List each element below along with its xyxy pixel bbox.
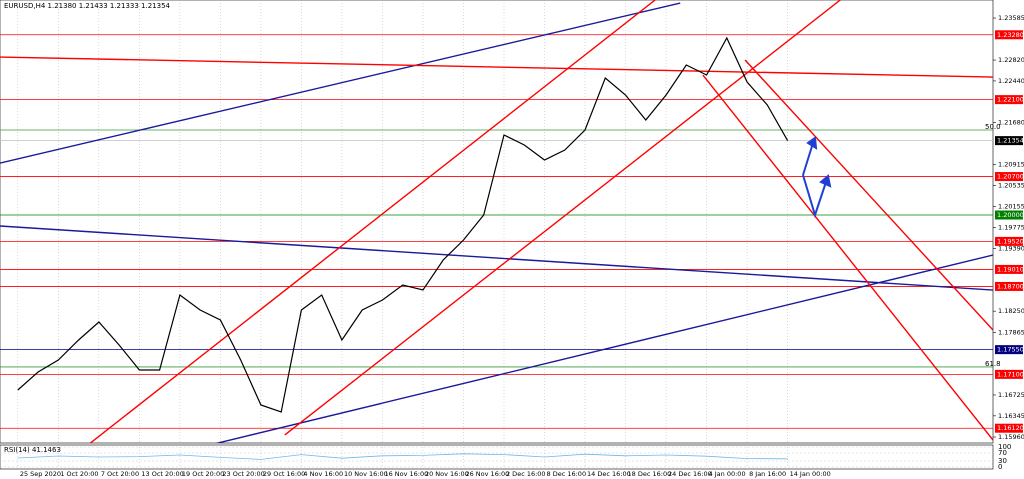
y-tick-label: 1.18250: [998, 307, 1024, 315]
level-label: 1.18700: [997, 282, 1024, 290]
trend-line: [744, 59, 993, 331]
rsi-frame: [0, 444, 994, 470]
level-label: 1.22100: [997, 96, 1024, 104]
x-tick-label: 13 Oct 20:00: [141, 470, 183, 478]
y-tick-label: 1.20535: [998, 182, 1024, 190]
level-tag: [995, 264, 1023, 274]
level-tag: [995, 136, 1023, 146]
x-tick-label: 19 Oct 20:00: [182, 470, 224, 478]
level-tag: [995, 30, 1023, 40]
arrow-head: [819, 174, 832, 188]
level-label: 1.23280: [997, 31, 1024, 39]
level-label: 1.17100: [997, 370, 1024, 378]
levels: 1.23280 1.22100 1.21354 1.20700 1.20000 1.195…: [0, 30, 1024, 433]
x-tick-label: 26 Nov 16:00: [465, 470, 509, 478]
level-label: 1.20700: [997, 173, 1024, 181]
trend-line: [89, 0, 656, 443]
rsi-tick-label: 30: [998, 457, 1007, 465]
trend-line: [702, 74, 993, 441]
y-tick-label: 1.17865: [998, 328, 1024, 336]
x-tick-label: 10 Nov 16:00: [344, 470, 388, 478]
trend-line: [0, 2, 681, 164]
level-label: 1.19010: [997, 265, 1024, 273]
level-tag: [995, 423, 1023, 433]
x-tick-label: 2 Dec 16:00: [506, 470, 546, 478]
level-label: 1.16120: [997, 424, 1024, 432]
x-tick-label: 25 Sep 2020: [20, 470, 61, 478]
x-tick-label: 8 Dec 16:00: [547, 470, 587, 478]
x-tick-label: 4 Jan 00:00: [709, 470, 746, 478]
level-label: 1.17550: [997, 346, 1024, 354]
x-tick-label: 24 Dec 16:00: [668, 470, 712, 478]
y-tick-label: 1.23585: [998, 14, 1024, 22]
trend-lines: [0, 0, 993, 443]
rsi-tick-label: 100: [998, 443, 1011, 451]
price-series: [17, 36, 789, 413]
arrows: [802, 136, 832, 219]
x-tick-label: 4 Nov 16:00: [303, 470, 343, 478]
x-tick-label: 8 Jan 16:00: [749, 470, 786, 478]
x-tick-label: 16 Nov 16:00: [384, 470, 428, 478]
axes: 25 Sep 2020 1 Oct 20:00 7 Oct 20:00 13 Oct …: [20, 14, 1024, 478]
y-tick-label: 1.22820: [998, 56, 1024, 64]
trend-line: [0, 56, 993, 78]
y-tick-label: 1.19390: [998, 245, 1024, 253]
y-tick-label: 1.16725: [998, 391, 1024, 399]
x-tick-label: 29 Oct 16:00: [263, 470, 305, 478]
level-tag: [995, 95, 1023, 105]
x-tick-label: 18 Dec 16:00: [628, 470, 672, 478]
y-tick-label: 1.15960: [998, 433, 1024, 441]
trend-line: [215, 254, 993, 443]
y-tick-label: 1.21680: [998, 119, 1024, 127]
arrow-head: [806, 136, 818, 150]
rsi-label: RSI(14) 41.1463: [4, 446, 61, 454]
x-tick-label: 23 Oct 20:00: [222, 470, 264, 478]
fibo-label: 61.8: [985, 360, 1001, 368]
y-tick-label: 1.20155: [998, 202, 1024, 210]
x-tick-label: 14 Jan 00:00: [790, 470, 831, 478]
trend-line: [0, 225, 993, 291]
level-tag: [995, 369, 1023, 379]
price-line: [17, 36, 789, 413]
arrow: [802, 142, 814, 176]
y-tick-label: 1.20915: [998, 161, 1024, 169]
y-tick-label: 1.22440: [998, 77, 1024, 85]
y-tick-label: 1.19775: [998, 223, 1024, 231]
level-tag: [995, 345, 1023, 355]
x-tick-label: 20 Nov 16:00: [425, 470, 469, 478]
chart-title: EURUSD,H4 1.21380 1.21433 1.21333 1.2135…: [4, 2, 171, 10]
rsi-tick-label: 0: [998, 463, 1002, 471]
x-tick-label: 1 Oct 20:00: [60, 470, 98, 478]
x-tick-label: 7 Oct 20:00: [101, 470, 139, 478]
level-tag: [995, 236, 1023, 246]
level-tag: [995, 281, 1023, 291]
y-tick-label: 1.16345: [998, 412, 1024, 420]
fibo-label: 50.0: [985, 123, 1001, 131]
arrow: [802, 174, 827, 219]
level-label: 1.19520: [997, 237, 1024, 245]
level-tag: [995, 172, 1023, 182]
level-label: 1.20000: [997, 211, 1024, 219]
rsi-line: [17, 453, 788, 460]
level-label: 1.21354: [997, 137, 1024, 145]
level-tag: [995, 210, 1023, 220]
rsi-tick-label: 70: [998, 449, 1007, 457]
x-tick-label: 14 Dec 16:00: [587, 470, 631, 478]
